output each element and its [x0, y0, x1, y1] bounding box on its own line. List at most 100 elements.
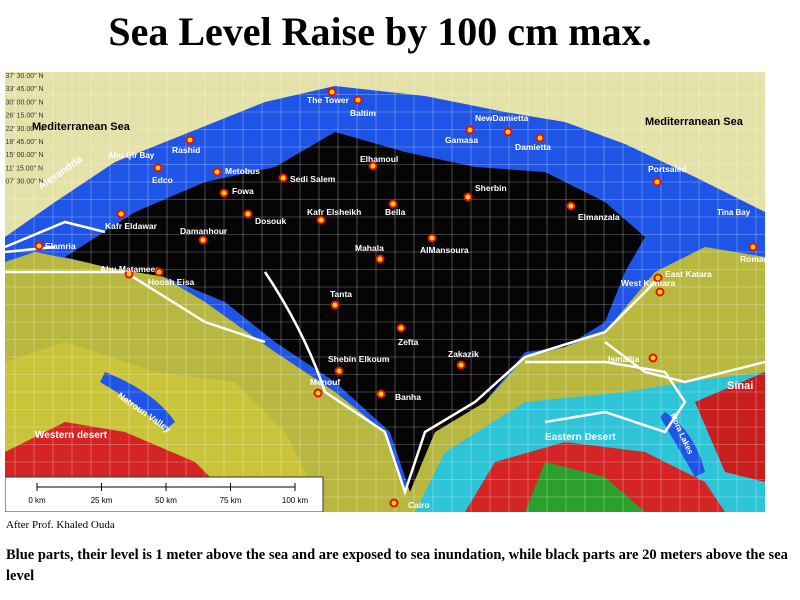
scale-label: 50 km: [155, 496, 177, 505]
city-label: Hoosh Eisa: [148, 277, 195, 287]
city-label: AlMansoura: [420, 245, 469, 255]
city-label: Cairo: [408, 500, 430, 510]
map: 31° 37' 30.00" N 31° 33' 45.00" N 31° 30' …: [5, 72, 765, 512]
city-label: Zakazik: [448, 349, 479, 359]
city-label: The Tower: [307, 95, 350, 105]
delta-high: [65, 132, 645, 492]
city-label: Elamria: [45, 241, 76, 251]
city-label: Kafr Elsheikh: [307, 207, 361, 217]
city-label: Zefta: [398, 337, 419, 347]
city-label: Rashid: [172, 145, 200, 155]
city-marker: [334, 366, 344, 376]
region-label: Western desert: [35, 430, 108, 441]
latitude-label: 31° 11' 15.00" N: [5, 164, 43, 172]
city-label: Ismailia: [608, 354, 639, 364]
city-label: Metobus: [225, 166, 260, 176]
region-label: Sinai: [727, 380, 753, 392]
city-label: West Kantara: [621, 278, 675, 288]
city-label: Banha: [395, 392, 421, 402]
city-marker: [243, 209, 253, 219]
city-label: Mahala: [355, 243, 384, 253]
city-label: Bella: [385, 207, 406, 217]
city-marker: [376, 389, 386, 399]
city-label: Damietta: [515, 142, 551, 152]
latitude-label: 31° 33' 45.00" N: [5, 85, 44, 93]
caption: Blue parts, their level is 1 meter above…: [6, 547, 788, 584]
latitude-label: 31° 22' 30.00" N: [5, 125, 44, 133]
city-marker: [652, 177, 662, 187]
city-marker: [316, 215, 326, 225]
credit: After Prof. Khaled Ouda: [6, 519, 115, 531]
scale-label: 100 km: [282, 496, 309, 505]
city-marker: [153, 163, 163, 173]
city-marker: [154, 267, 164, 277]
city-marker: [535, 133, 545, 143]
green-area: [525, 462, 645, 512]
city-marker: [655, 287, 665, 297]
lakes: [660, 412, 705, 477]
city-marker: [116, 209, 126, 219]
outline: [5, 220, 765, 496]
city-label: Elhamoul: [360, 154, 398, 164]
city-marker: [368, 161, 378, 171]
city-label: NewDamietta: [475, 113, 529, 123]
city-marker: [327, 87, 337, 97]
city-marker: [353, 95, 363, 105]
city-marker: [212, 167, 222, 177]
city-label: Romana: [740, 254, 765, 264]
city-marker: [389, 498, 399, 508]
city-label: East Katara: [665, 269, 712, 279]
city-label: Menouf: [310, 377, 340, 387]
city-label: Edco: [152, 175, 173, 185]
title: Sea Level Raise by 100 cm max.: [108, 9, 652, 54]
scale-label: 25 km: [91, 496, 113, 505]
city-marker: [427, 233, 437, 243]
city-marker: [465, 125, 475, 135]
region-label: Abu Qir Bay: [108, 151, 155, 160]
city-marker: [653, 273, 663, 283]
region-label: Mediterranean Sea: [645, 116, 744, 128]
city-label: Fowa: [232, 186, 254, 196]
city-label: Tanta: [330, 289, 352, 299]
city-label: Elmanzala: [578, 212, 620, 222]
scale-label: 75 km: [220, 496, 242, 505]
latitude-label: 31° 07' 30.00" N: [5, 178, 44, 186]
sinai-red: [695, 372, 765, 482]
city-marker: [748, 242, 758, 252]
city-label: Sedi Salem: [290, 174, 336, 184]
latitude-label: 31° 30' 00.00" N: [5, 98, 44, 106]
city-marker: [330, 300, 340, 310]
city-marker: [219, 188, 229, 198]
city-marker: [503, 127, 513, 137]
city-label: Dosouk: [255, 216, 286, 226]
city-marker: [185, 135, 195, 145]
city-marker: [388, 199, 398, 209]
region-label: Tina Bay: [717, 208, 751, 217]
city-marker: [566, 201, 576, 211]
scale-box: [5, 476, 324, 512]
city-marker: [648, 353, 658, 363]
natroun: [100, 372, 175, 430]
latitude-label: 31° 18' 45.00" N: [5, 138, 44, 146]
city-marker: [313, 388, 323, 398]
city-marker: [198, 235, 208, 245]
city-marker: [278, 173, 288, 183]
city-label: Baltim: [350, 108, 376, 118]
city-label: Gamasa: [445, 135, 478, 145]
latitude-label: 31° 26' 15.00" N: [5, 112, 44, 120]
city-label: Kafr Eldawar: [105, 221, 158, 231]
city-label: Sherbin: [475, 183, 507, 193]
city-label: Abu Matameer: [100, 264, 159, 274]
region-label: Eastern Desert: [545, 432, 616, 443]
latitude-label: 31° 15' 00.00" N: [5, 151, 44, 159]
city-label: Shebin Elkoum: [328, 354, 390, 364]
city-label: Portsaied: [648, 164, 687, 174]
city-marker: [396, 323, 406, 333]
city-marker: [34, 241, 44, 251]
latitude-label: 31° 37' 30.00" N: [5, 72, 44, 80]
city-marker: [456, 360, 466, 370]
scale-label: 0 km: [28, 496, 46, 505]
city-marker: [463, 192, 473, 202]
city-marker: [124, 269, 134, 279]
